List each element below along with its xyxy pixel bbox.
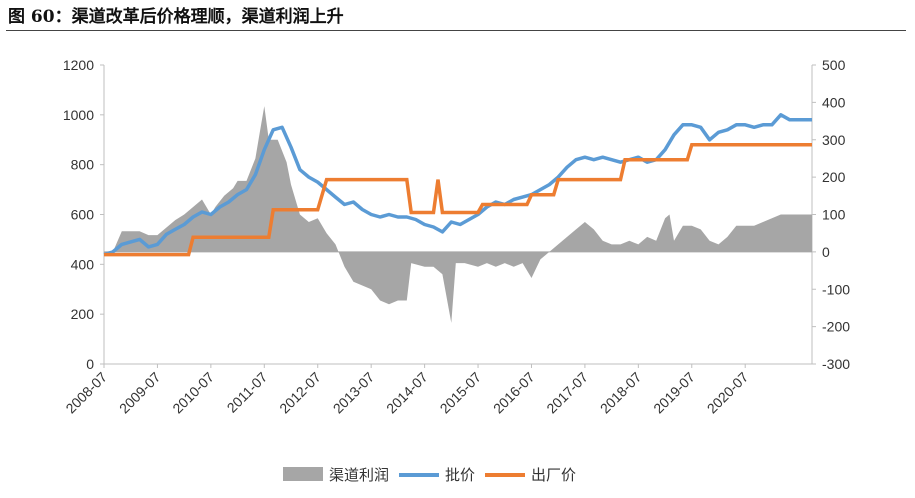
right-axis-tick-label: 0 [822, 244, 830, 260]
x-axis-tick-label: 2011-07 [224, 369, 271, 416]
legend: 渠道利润 批价 出厂价 [283, 466, 576, 484]
x-axis-tick-label: 2009-07 [116, 369, 164, 417]
left-axis-tick-label: 600 [71, 207, 95, 223]
x-axis-tick-label: 2015-07 [437, 369, 485, 417]
right-axis-tick-label: -300 [822, 356, 850, 372]
channel-profit-area [104, 106, 812, 323]
right-axis-tick-label: 400 [822, 94, 846, 110]
figure-title: 图 60：渠道改革后价格理顺，渠道利润上升 [8, 7, 344, 27]
legend-label: 批价 [445, 466, 475, 484]
right-axis-tick-label: -100 [822, 281, 850, 297]
x-axis-tick-label: 2020-07 [704, 369, 752, 417]
right-axis-tick-label: 200 [822, 169, 846, 185]
right-axis-tick-label: 100 [822, 207, 846, 223]
left-axis-tick-label: 1000 [63, 107, 94, 123]
x-axis-tick-label: 2019-07 [650, 369, 698, 417]
channel-profit-area-layer [104, 106, 812, 323]
x-axis-tick-label: 2016-07 [490, 369, 538, 417]
x-axis-tick-label: 2008-07 [62, 369, 110, 417]
left-axis-tick-label: 800 [71, 157, 95, 173]
right-axis-tick-label: 300 [822, 132, 846, 148]
left-axis-tick-label: 400 [71, 256, 95, 272]
x-axis-tick-label: 2018-07 [597, 369, 645, 417]
left-axis-tick-label: 200 [71, 306, 95, 322]
left-axis-tick-label: 0 [86, 356, 94, 372]
x-axis-tick-label: 2017-07 [543, 369, 591, 417]
legend-label: 渠道利润 [329, 466, 389, 484]
factory-price-line [104, 142, 812, 257]
wholesale-price-line [103, 113, 812, 257]
legend-label: 出厂价 [531, 466, 576, 484]
legend-swatch-channel-profit [283, 467, 323, 481]
x-axis-tick-label: 2013-07 [330, 369, 378, 417]
x-axis-tick-label: 2014-07 [383, 369, 431, 417]
title-divider [6, 30, 906, 31]
right-axis-tick-label: 500 [822, 57, 846, 73]
x-axis-tick-label: 2010-07 [169, 369, 217, 417]
price-lines-layer [103, 113, 812, 257]
axes-layer [100, 64, 816, 368]
left-axis-tick-label: 1200 [63, 57, 94, 73]
right-axis-tick-label: -200 [822, 319, 850, 335]
x-axis-tick-label: 2012-07 [276, 369, 324, 417]
